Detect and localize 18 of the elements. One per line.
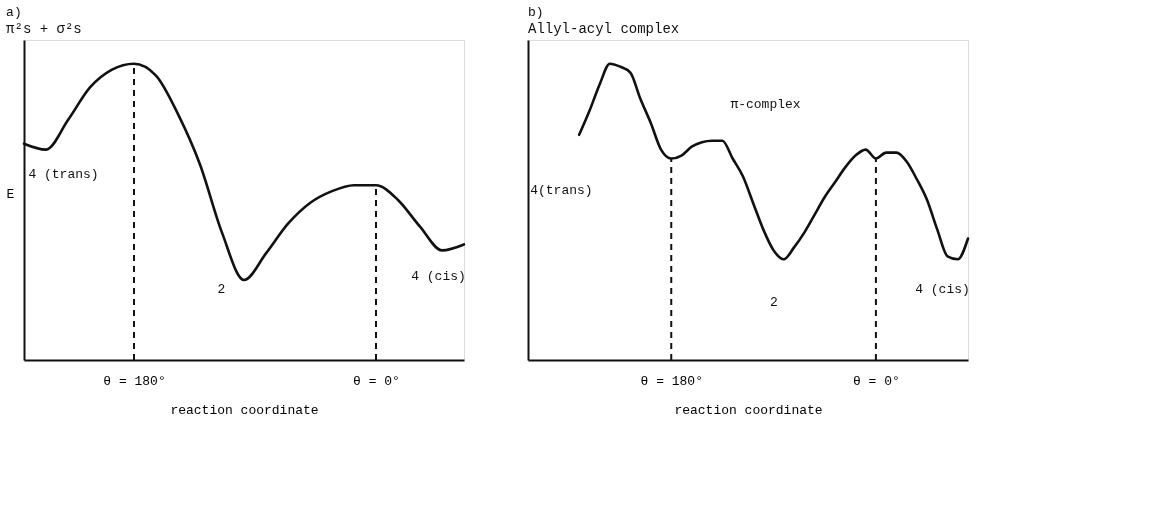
chart-subtitle: π²s + σ²s: [6, 21, 82, 37]
chart-subtitle: Allyl-acyl complex: [528, 21, 680, 37]
annotation: 4 (trans): [28, 167, 99, 182]
annotation: 4(trans): [530, 183, 593, 198]
x-tick-label: θ = 0°: [853, 373, 900, 389]
y-axis-title: E: [6, 186, 15, 202]
annotation: 2: [770, 295, 778, 310]
x-tick-label: θ = 0°: [353, 373, 400, 389]
annotation: 4 (cis): [411, 269, 466, 285]
x-axis-title: reaction coordinate: [674, 402, 823, 418]
x-tick-label: θ = 180°: [103, 373, 166, 389]
chart-title: a): [6, 5, 22, 20]
x-axis-title: reaction coordinate: [170, 402, 319, 418]
annotation: π-complex: [730, 96, 801, 112]
annotation: 4 (cis): [915, 282, 970, 298]
chart-title: b): [528, 5, 544, 20]
x-tick-label: θ = 180°: [640, 373, 703, 389]
annotation: 2: [217, 282, 226, 298]
